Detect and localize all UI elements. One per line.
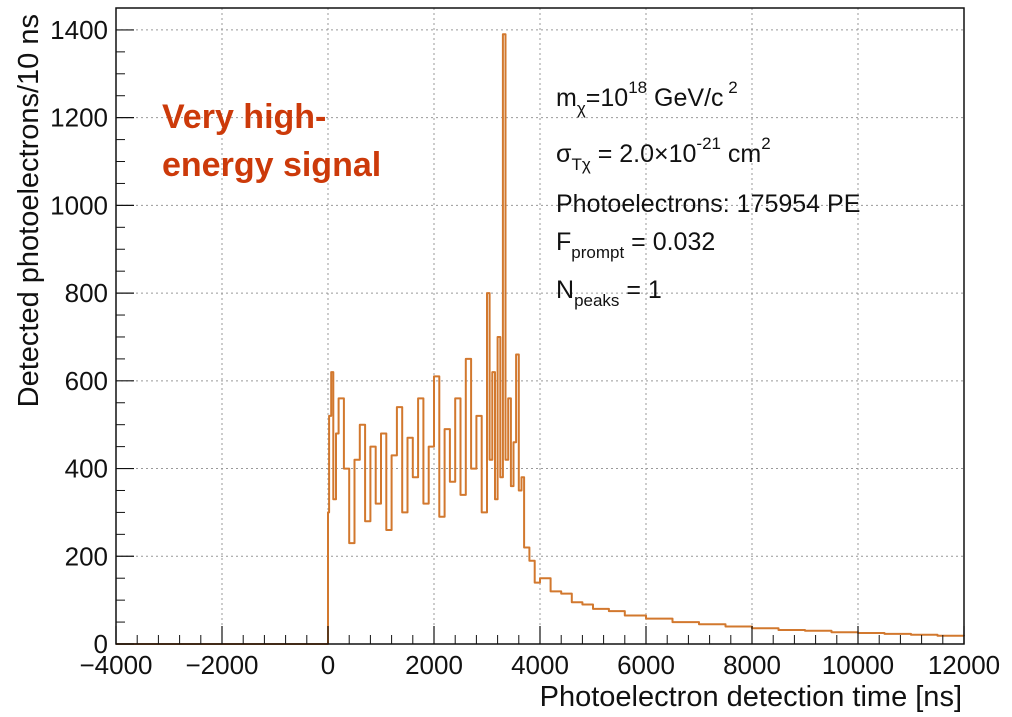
info-box: mχ=1018 GeV/c 2 σTχ = 2.0×10-21 cm2 Phot… [556,78,860,310]
x-tick-label: 0 [321,650,335,680]
annotation-line-1: Very high- [162,98,326,136]
x-axis-title: Photoelectron detection time [ns] [540,681,962,713]
y-axis-title: Detected photoelectrons/10 ns [13,14,45,407]
y-tick-label: 800 [65,278,108,308]
info-photoelectrons: Photoelectrons: 175954 PE [556,190,860,218]
info-mass: mχ=1018 GeV/c 2 [556,78,738,118]
x-tick-label: 6000 [617,650,675,680]
y-tick-label: 1000 [50,190,108,220]
annotation-line-2: energy signal [162,146,381,184]
y-tick-label: 600 [65,366,108,396]
ticks [115,7,965,645]
x-tick-label: 12000 [928,650,1000,680]
x-tick-label: 10000 [822,650,894,680]
x-tick-label: 4000 [511,650,569,680]
series-line [116,33,965,645]
y-tick-label: 200 [65,541,108,571]
info-cross-section: σTχ = 2.0×10-21 cm2 [556,134,771,174]
y-tick-label: 1400 [50,15,108,45]
x-tick-label: 2000 [405,650,463,680]
x-tick-label: −4000 [79,650,152,680]
y-tick-label: 400 [65,454,108,484]
y-tick-label: 0 [94,629,108,659]
x-tick-label: 8000 [723,650,781,680]
y-tick-label: 1200 [50,103,108,133]
tick-labels: −4000 −2000 0 2000 4000 6000 8000 10000 12000 0 20… [50,15,1000,680]
grid [116,8,964,644]
info-fprompt: Fprompt = 0.032 [556,228,715,262]
x-tick-label: −2000 [185,650,258,680]
info-npeaks: Npeaks = 1 [556,276,662,310]
